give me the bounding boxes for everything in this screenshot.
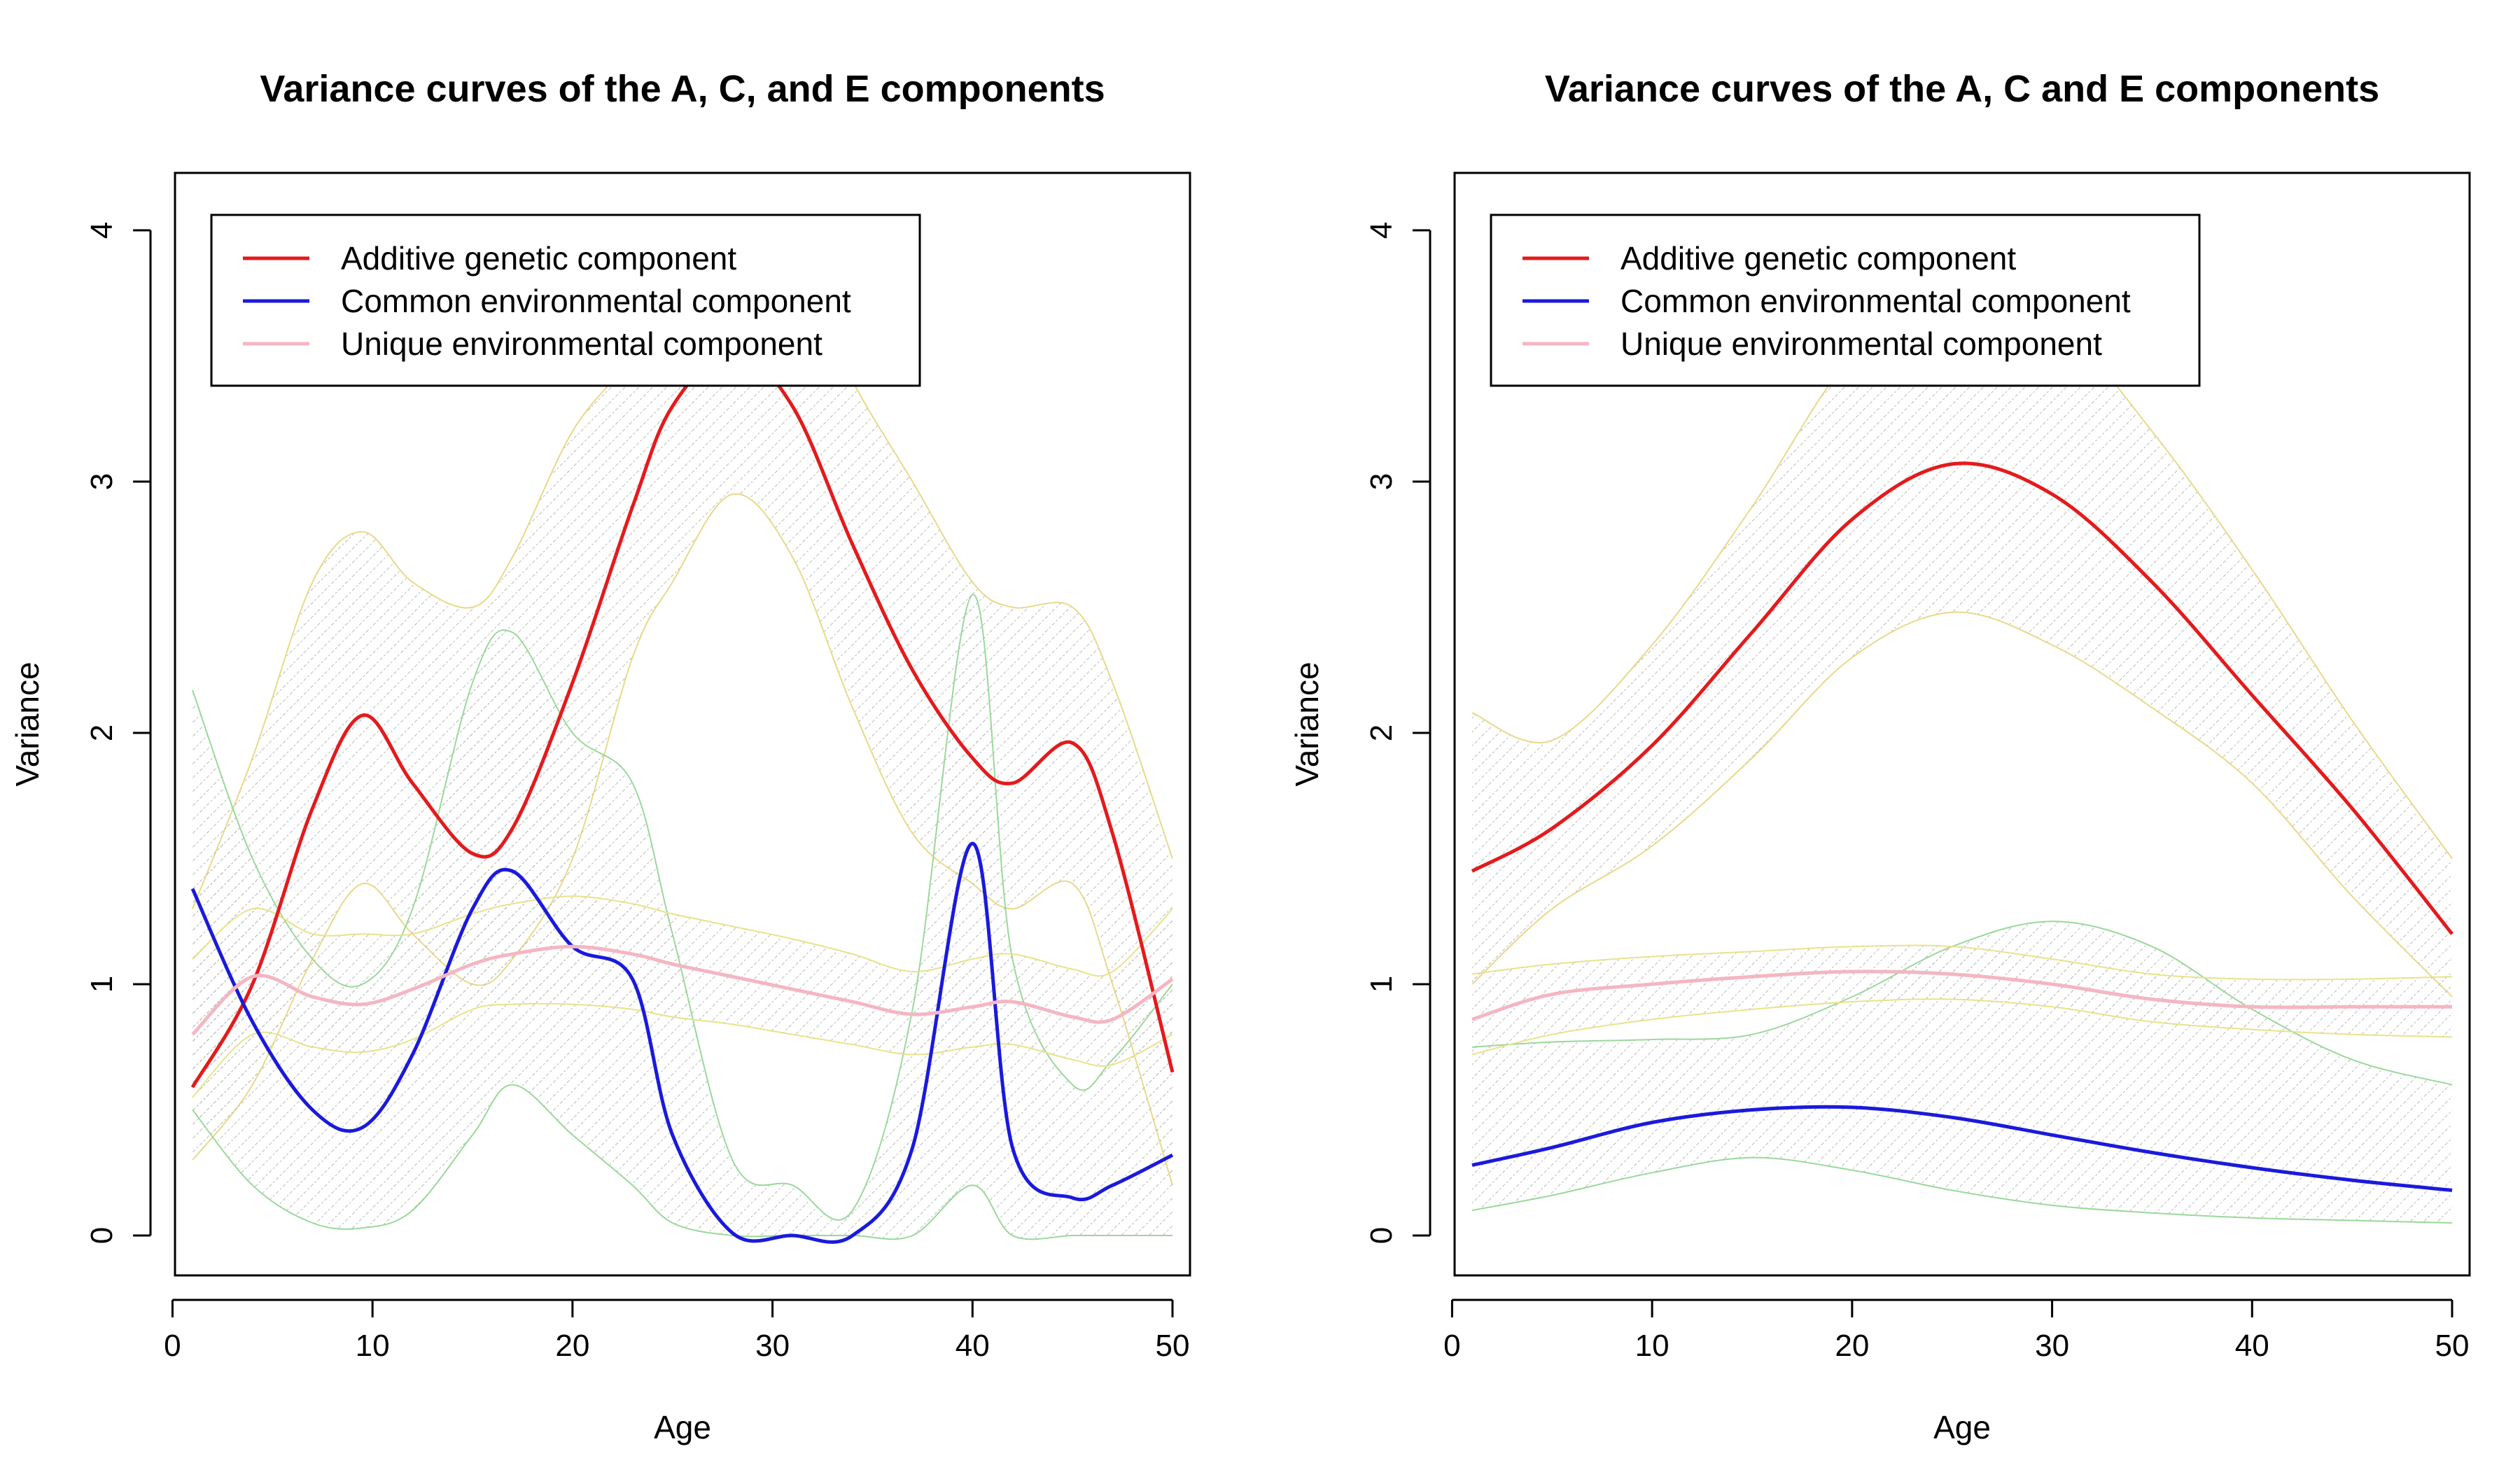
- band-lower-edge-2: [1471, 1156, 2453, 1224]
- y-tick-label: 3: [85, 473, 119, 490]
- x-tick-label: 40: [2235, 1329, 2269, 1363]
- y-tick-label: 2: [85, 724, 119, 741]
- chart-title: Variance curves of the A, C and E compon…: [1545, 68, 2379, 110]
- x-tick-label: 10: [1635, 1329, 1670, 1363]
- band-lower-edge-3: [192, 1002, 1173, 1098]
- y-tick-label: 2: [1364, 724, 1399, 741]
- y-axis-label: Variance: [9, 662, 46, 786]
- x-tick-label: 30: [2035, 1329, 2069, 1363]
- y-axis-label: Variance: [1289, 662, 1325, 786]
- x-axis-label: Age: [654, 1409, 711, 1446]
- plot-frame: [1453, 172, 2471, 1277]
- x-tick-label: 50: [1156, 1329, 1190, 1363]
- x-tick-label: 50: [2435, 1329, 2470, 1363]
- legend-entry-3: Unique environmental component: [341, 326, 822, 362]
- band-lower-edge-1: [1471, 611, 2453, 997]
- series-line-2: [1471, 1105, 2453, 1192]
- y-tick-label: 0: [85, 1227, 119, 1244]
- band-upper-edge-3: [1471, 944, 2453, 981]
- legend-entry-2: Common environmental component: [1620, 283, 2131, 319]
- x-tick-label: 20: [1835, 1329, 1869, 1363]
- y-tick-label: 3: [1364, 473, 1399, 490]
- band-upper-edge-3: [192, 895, 1173, 977]
- band-lower-edge-3: [1471, 998, 2453, 1056]
- legend: Additive genetic component Common environ…: [1490, 214, 2201, 387]
- x-tick-label: 20: [555, 1329, 589, 1363]
- band-lower-edge-2: [192, 1084, 1172, 1240]
- chart-title: Variance curves of the A, C, and E compo…: [260, 68, 1105, 110]
- plot-frame: [174, 172, 1191, 1277]
- series-line-3: [1471, 969, 2452, 1021]
- legend-entry-2: Common environmental component: [341, 283, 851, 319]
- x-tick-label: 40: [955, 1329, 990, 1363]
- plot-area: [1471, 290, 2454, 1224]
- legend-entry-1: Additive genetic component: [341, 240, 736, 276]
- legend-box: [210, 214, 921, 387]
- series-line-1: [190, 349, 1175, 1088]
- chart-panel-1: Variance curves of the A, C, and E compo…: [9, 68, 1191, 1446]
- y-tick-label: 4: [85, 222, 119, 239]
- chart-panel-2: Variance curves of the A, C and E compon…: [1289, 68, 2471, 1446]
- confidence-band-3: [1472, 945, 2452, 1055]
- x-axis-label: Age: [1933, 1409, 1991, 1446]
- y-tick-label: 1: [85, 976, 119, 993]
- series-line-2: [190, 841, 1174, 1244]
- band-lower-edge-1: [192, 493, 1173, 1186]
- series-line-1: [1471, 461, 2454, 935]
- x-tick-label: 0: [1443, 1329, 1460, 1363]
- x-tick-label: 10: [356, 1329, 390, 1363]
- legend-box: [1490, 214, 2201, 387]
- plot-area: [190, 228, 1175, 1244]
- legend-entry-1: Additive genetic component: [1620, 240, 2016, 276]
- y-tick-label: 0: [1364, 1227, 1399, 1244]
- confidence-band-1: [1472, 290, 2452, 997]
- confidence-band-3: [192, 896, 1172, 1098]
- y-tick-label: 4: [1364, 222, 1399, 239]
- series-line-3: [191, 944, 1174, 1036]
- legend-entry-3: Unique environmental component: [1620, 326, 2102, 362]
- y-tick-label: 1: [1364, 976, 1399, 993]
- legend: Additive genetic component Common environ…: [210, 214, 921, 387]
- x-tick-label: 30: [755, 1329, 790, 1363]
- x-tick-label: 0: [164, 1329, 181, 1363]
